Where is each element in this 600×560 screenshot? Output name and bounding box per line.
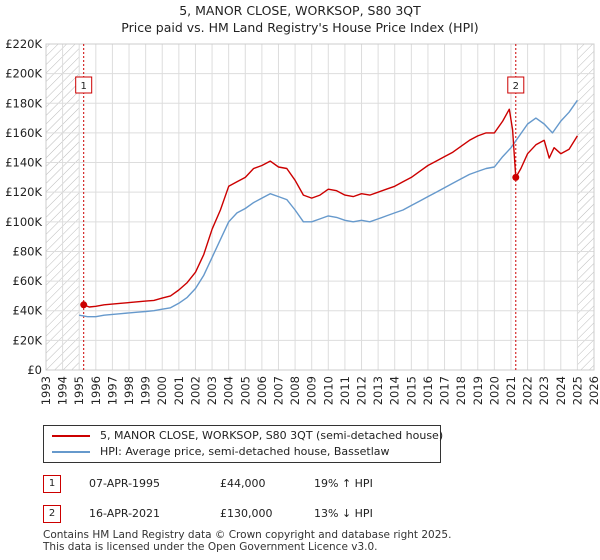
- chart-subtitle: Price paid vs. HM Land Registry's House …: [121, 20, 479, 35]
- price-chart: 1 2 £0 £20K £40K £60K £80K £100K £120K £140K £160…: [5, 37, 600, 405]
- sale-label-text: 2: [513, 81, 519, 92]
- x-tick-label: 2001: [172, 376, 186, 405]
- hatched-region: [577, 44, 594, 370]
- chart-title: 5, MANOR CLOSE, WORKSOP, S80 3QT: [179, 3, 421, 18]
- transaction-price: £130,000: [220, 507, 273, 520]
- x-tick-label: 2018: [454, 376, 468, 405]
- transaction-hpi: 13% ↓ HPI: [314, 507, 373, 520]
- y-tick-label: £200K: [5, 67, 42, 81]
- x-tick-label: 2007: [271, 376, 285, 405]
- sale-label-box: [507, 76, 525, 94]
- transaction-date: 16-APR-2021: [89, 507, 161, 520]
- y-tick-label: £20K: [13, 333, 43, 347]
- sale-point: [80, 301, 88, 309]
- y-tick-label: £180K: [5, 96, 42, 110]
- legend-label-property: 5, MANOR CLOSE, WORKSOP, S80 3QT (semi-d…: [100, 429, 444, 442]
- sale-label-text: 1: [81, 81, 87, 92]
- y-tick-label: £0: [27, 363, 42, 377]
- legend-swatch-red: [52, 435, 90, 437]
- x-tick-label: 2003: [205, 376, 219, 405]
- x-tick-label: 2021: [504, 376, 518, 405]
- transaction-badge: 2: [43, 505, 61, 523]
- y-tick-label: £40K: [13, 304, 43, 318]
- x-tick-label: 2022: [521, 376, 535, 405]
- x-tick-label: 1998: [122, 376, 136, 405]
- transaction-date: 07-APR-1995: [89, 477, 161, 490]
- y-tick-label: £120K: [5, 185, 42, 199]
- legend-label-hpi: HPI: Average price, semi-detached house,…: [100, 445, 390, 458]
- x-tick-label: 2014: [388, 376, 402, 405]
- y-tick-label: £80K: [13, 244, 43, 258]
- legend: 5, MANOR CLOSE, WORKSOP, S80 3QT (semi-d…: [43, 425, 444, 463]
- x-tick-label: 2006: [255, 376, 269, 405]
- x-tick-label: 1996: [89, 376, 103, 405]
- transaction-row: 1 07-APR-1995 £44,000 19% ↑ HPI: [0, 473, 600, 495]
- x-tick-label: 2008: [288, 376, 302, 405]
- x-tick-label: 2024: [554, 376, 568, 405]
- x-tick-label: 2020: [487, 376, 501, 405]
- x-tick-label: 2004: [222, 376, 236, 405]
- x-tick-label: 2010: [321, 376, 335, 405]
- footer-line: This data is licensed under the Open Gov…: [43, 541, 378, 553]
- y-tick-label: £160K: [5, 126, 42, 140]
- transaction-hpi: 19% ↑ HPI: [314, 477, 373, 490]
- x-tick-label: 1999: [139, 376, 153, 405]
- x-tick-label: 2015: [404, 376, 418, 405]
- y-tick-label: £140K: [5, 156, 42, 170]
- transaction-badge: 1: [43, 475, 61, 493]
- y-tick-label: £60K: [13, 274, 43, 288]
- plot-area: [46, 44, 594, 370]
- x-tick-label: 1997: [105, 376, 119, 405]
- x-tick-label: 2023: [537, 376, 551, 405]
- transaction-price: £44,000: [220, 477, 266, 490]
- y-tick-label: £100K: [5, 215, 42, 229]
- x-tick-label: 2002: [188, 376, 202, 405]
- x-tick-label: 2000: [155, 376, 169, 405]
- x-tick-label: 1993: [39, 376, 53, 405]
- x-tick-label: 1994: [56, 376, 70, 405]
- transaction-row: 2 16-APR-2021 £130,000 13% ↓ HPI: [0, 503, 600, 525]
- x-tick-label: 2013: [371, 376, 385, 405]
- sale-point: [512, 173, 520, 181]
- x-tick-label: 2011: [338, 376, 352, 405]
- legend-swatch-blue: [52, 451, 90, 453]
- x-tick-label: 2017: [438, 376, 452, 405]
- y-tick-label: £220K: [5, 37, 42, 51]
- x-tick-label: 2019: [471, 376, 485, 405]
- x-tick-label: 2026: [587, 376, 600, 405]
- plot-border: [45, 43, 595, 371]
- x-tick-label: 2005: [238, 376, 252, 405]
- footer-line: Contains HM Land Registry data © Crown c…: [43, 529, 452, 541]
- footer: Contains HM Land Registry data © Crown c…: [43, 529, 451, 553]
- x-tick-label: 2016: [421, 376, 435, 405]
- x-tick-label: 2012: [355, 376, 369, 405]
- x-tick-label: 2009: [305, 376, 319, 405]
- x-tick-label: 1995: [72, 376, 86, 405]
- sale-label-box: [75, 76, 93, 94]
- series-line-property: [83, 108, 578, 308]
- x-tick-label: 2025: [570, 376, 584, 405]
- series-line-hpi: [79, 99, 578, 318]
